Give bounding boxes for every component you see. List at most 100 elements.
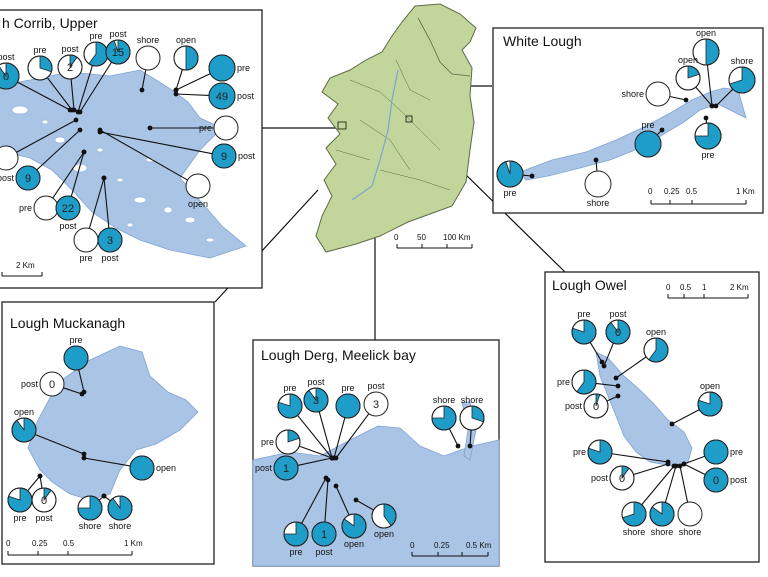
sample-site-dot — [73, 117, 79, 123]
leader-line — [671, 409, 700, 425]
pie-base — [363, 391, 389, 417]
leader-line — [589, 342, 603, 363]
pie-label: shore — [651, 527, 674, 537]
county-borders — [335, 59, 451, 191]
leader-line — [99, 129, 188, 181]
leader-line — [448, 428, 459, 447]
leader-line — [324, 479, 329, 523]
panel-title: White Lough — [503, 33, 582, 49]
sample-site-dot — [677, 463, 683, 469]
svg-text:0: 0 — [666, 283, 671, 292]
leader-line — [52, 151, 85, 199]
sample-pie: shore — [713, 56, 756, 109]
scale-label: 2 Km — [16, 261, 35, 270]
pie-count: 1 — [283, 463, 289, 475]
sample-pie: pre — [173, 54, 250, 93]
sampling-pies: 0postpre2postpre15postshoreopenpre49post… — [0, 29, 256, 263]
pie-label: pre — [19, 203, 32, 213]
sample-pie: 9 post — [0, 127, 83, 191]
leader-line — [17, 81, 71, 111]
pie-count: 49 — [216, 91, 228, 103]
sample-site-dot — [97, 127, 103, 133]
pie-label: pre — [261, 437, 274, 447]
pie-base — [0, 145, 19, 171]
leader-line — [669, 95, 687, 101]
sample-pie: 0 post — [591, 461, 671, 491]
leader-line — [679, 465, 689, 503]
ireland-scale-label-1: 50 — [417, 233, 426, 242]
pie-label: open — [374, 529, 394, 539]
sample-pie: 0 post — [681, 461, 748, 493]
pie-label: shore — [137, 35, 160, 45]
sample-pie: 3 post — [333, 381, 389, 461]
leader-line — [175, 73, 211, 91]
sample-site-dot — [101, 175, 107, 181]
pie-slice — [273, 455, 299, 481]
scale-bar: 0 0.5 1 2 Km — [666, 283, 749, 299]
sample-pie: shore — [101, 493, 133, 531]
sample-site-dot — [615, 383, 621, 389]
sample-pie: 0 post — [21, 371, 85, 397]
sampling-pies: open open shore shore pre pre pre shore — [496, 28, 756, 208]
sample-site-dot — [713, 103, 719, 109]
leader-line — [88, 177, 105, 229]
pie-label: pre — [79, 253, 92, 263]
ireland-overview-map: 0 50 100 Km — [315, 3, 477, 253]
sample-pie: shore — [649, 463, 679, 537]
sample-site-dot — [703, 115, 709, 121]
sample-site-dot — [683, 97, 689, 103]
pie-label: post — [238, 151, 256, 161]
panel-title: Lough Derg, Meelick bay — [261, 347, 416, 363]
scale-bar: 0 0.25 0.5 Km — [410, 541, 492, 557]
sample-site-dot — [81, 149, 87, 155]
leader-line — [175, 93, 210, 96]
pie-label: post — [109, 29, 127, 39]
pie-label: post — [61, 44, 79, 54]
scale-bar: 0 0.25 0.5 1 Km — [648, 187, 755, 205]
svg-text:0: 0 — [410, 541, 415, 550]
pie-label: open — [176, 35, 196, 45]
leader-line — [297, 457, 333, 466]
sample-pie: pre — [681, 439, 743, 467]
leader-line — [16, 119, 77, 153]
ireland-scale-label-2: 100 Km — [443, 233, 471, 242]
sample-site-dot — [71, 107, 77, 113]
sample-pie: shore — [459, 395, 485, 449]
leader-line — [299, 445, 333, 459]
sample-pie: 1 post — [255, 455, 335, 481]
leader-line — [603, 342, 614, 367]
sample-pie: pre — [283, 475, 329, 557]
pie-count: 0 — [713, 475, 719, 487]
sample-pie: pre — [7, 473, 43, 523]
sample-pie: pre — [19, 149, 87, 221]
leader-line — [335, 413, 370, 459]
sample-site-dot — [665, 461, 671, 467]
pie-count: 3 — [313, 395, 319, 407]
sample-pie: pre — [571, 309, 605, 365]
sample-pie: pre — [557, 369, 621, 395]
pie-base — [39, 371, 65, 397]
sample-site-dot — [601, 363, 607, 369]
pie-label: pre — [341, 383, 354, 393]
pie-slice — [335, 393, 361, 419]
pie-label: pre — [13, 513, 26, 523]
panel-white-lough: White Lough 0 0.25 0.5 1 Km open open shor… — [492, 27, 764, 214]
pie-base — [584, 170, 612, 198]
pie-slice — [97, 227, 123, 253]
pie-label: post — [591, 473, 609, 483]
sample-site-dot — [77, 127, 83, 133]
sample-site-dot — [599, 359, 605, 365]
pie-label: open — [696, 28, 716, 38]
pie-count: 0 — [615, 327, 621, 339]
leader-line — [103, 177, 110, 229]
pie-label: pre — [641, 120, 654, 130]
pie-label: shore — [109, 521, 132, 531]
pie-label: shore — [679, 527, 702, 537]
svg-text:0.25: 0.25 — [32, 539, 48, 548]
sample-pie: 0 post — [31, 473, 57, 523]
sample-pie: pre — [634, 120, 665, 158]
pie-slice — [703, 467, 729, 493]
pie-slice — [208, 82, 236, 110]
pie-count: 3 — [107, 235, 113, 247]
